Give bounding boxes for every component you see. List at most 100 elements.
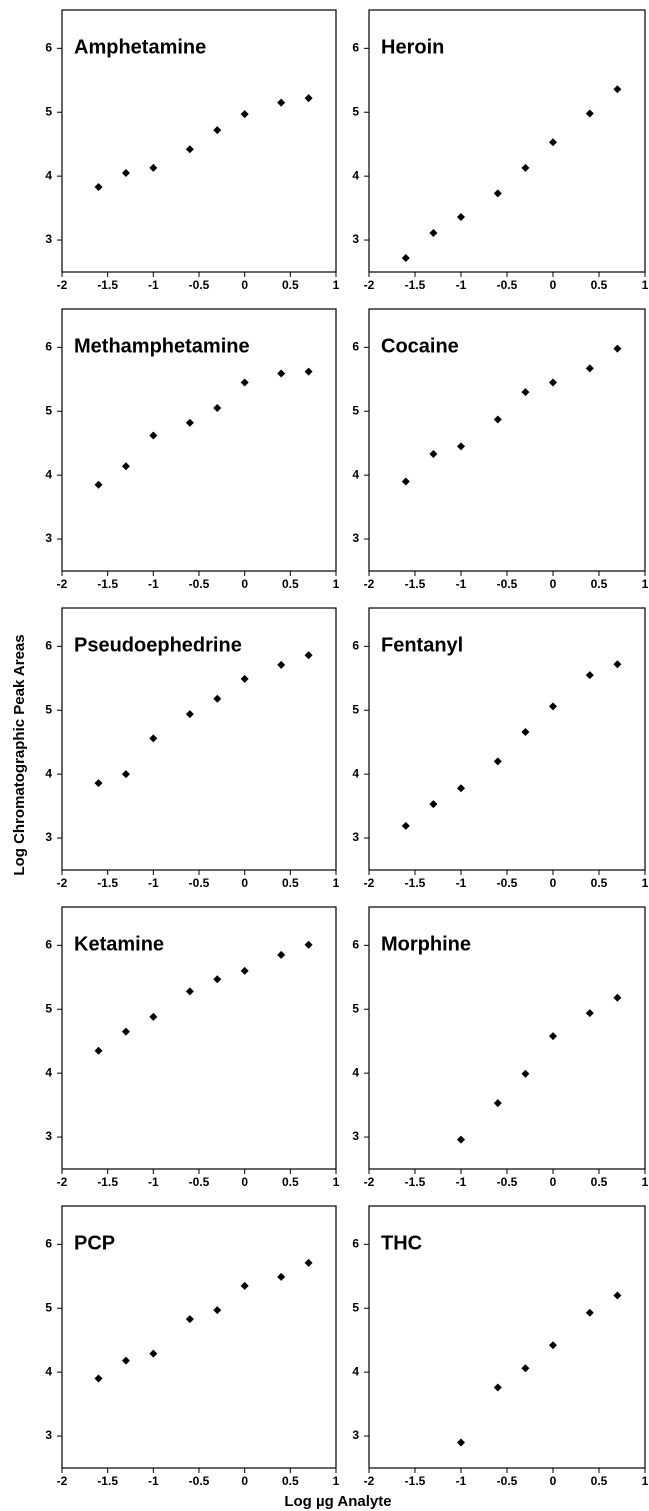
x-tick-label: 0.5: [591, 1175, 608, 1189]
data-point: [185, 418, 194, 427]
y-tick-label: 4: [352, 467, 359, 481]
panel-title: Cocaine: [381, 335, 459, 357]
y-tick-label: 5: [352, 104, 359, 118]
x-tick-label: -2: [57, 876, 68, 890]
data-point: [457, 442, 465, 451]
x-tick-label: -0.5: [189, 278, 210, 292]
data-point: [149, 163, 158, 172]
y-tick-label: 6: [352, 1237, 359, 1251]
x-tick-label: 1: [642, 876, 649, 890]
x-tick-label: -2: [57, 1175, 68, 1189]
data-point: [121, 1356, 130, 1365]
data-point: [521, 163, 530, 172]
data-point: [277, 950, 286, 959]
x-tick-label: -0.5: [497, 1474, 518, 1488]
x-tick-label: -0.5: [497, 1175, 518, 1189]
x-tick-label: -0.5: [189, 577, 210, 591]
data-point: [240, 1281, 249, 1290]
y-tick-label: 6: [45, 1237, 52, 1251]
panel-title: Fentanyl: [381, 634, 463, 656]
x-tick-label: -1.5: [405, 1474, 426, 1488]
panel-title: PCP: [74, 1232, 115, 1254]
x-tick-label: 0.5: [282, 1175, 299, 1189]
x-tick-label: 1: [333, 1474, 340, 1488]
x-tick-label: 1: [642, 1474, 649, 1488]
y-tick-label: 3: [45, 830, 52, 844]
x-tick-label: -1: [456, 876, 467, 890]
data-point: [277, 660, 286, 669]
data-point: [613, 660, 622, 669]
panel-title: Methamphetamine: [74, 335, 250, 357]
y-tick-label: 6: [45, 639, 52, 653]
data-point: [493, 189, 502, 198]
x-tick-label: -1.5: [405, 1175, 426, 1189]
data-point: [493, 757, 502, 766]
x-tick-label: 0.5: [591, 278, 608, 292]
x-tick-label: 0.5: [591, 577, 608, 591]
data-point: [185, 145, 194, 154]
x-tick-label: -1.5: [97, 876, 118, 890]
data-point: [185, 710, 194, 719]
y-tick-label: 3: [352, 1428, 359, 1442]
y-tick-label: 5: [352, 702, 359, 716]
x-tick-label: -1.5: [405, 577, 426, 591]
data-point: [429, 800, 438, 809]
y-tick-label: 3: [45, 1428, 52, 1442]
data-point: [213, 1306, 222, 1315]
x-tick-label: -0.5: [189, 876, 210, 890]
y-tick-label: 4: [45, 168, 52, 182]
x-tick-label: 0: [550, 876, 557, 890]
y-tick-label: 3: [45, 232, 52, 246]
y-tick-label: 3: [45, 1129, 52, 1143]
data-point: [213, 126, 222, 135]
y-tick-label: 6: [45, 340, 52, 354]
data-point: [585, 364, 594, 373]
x-tick-label: 0.5: [282, 876, 299, 890]
data-point: [401, 253, 410, 262]
panel-title: Morphine: [381, 933, 471, 955]
data-point: [149, 431, 158, 440]
data-point: [613, 85, 622, 94]
y-tick-label: 3: [352, 1129, 359, 1143]
x-tick-label: -1.5: [97, 1474, 118, 1488]
data-point: [304, 940, 313, 949]
x-tick-label: -2: [364, 278, 375, 292]
panel-title: Heroin: [381, 36, 444, 58]
y-tick-label: 4: [352, 168, 359, 182]
y-tick-label: 3: [352, 830, 359, 844]
panel-title: Ketamine: [74, 933, 164, 955]
x-tick-label: -1: [148, 876, 159, 890]
panel-title: Amphetamine: [74, 36, 206, 58]
data-point: [493, 1099, 502, 1108]
x-tick-label: 0: [550, 278, 557, 292]
data-point: [121, 770, 130, 779]
x-tick-label: 0: [241, 278, 248, 292]
data-point: [121, 168, 130, 177]
x-tick-label: -1: [456, 1474, 467, 1488]
y-tick-label: 6: [352, 639, 359, 653]
data-point: [549, 1341, 557, 1350]
data-point: [304, 367, 313, 376]
x-tick-label: 0.5: [591, 1474, 608, 1488]
data-point: [240, 674, 249, 683]
y-tick-label: 6: [45, 938, 52, 952]
x-tick-label: 0: [550, 577, 557, 591]
data-point: [457, 1438, 465, 1447]
data-point: [429, 450, 438, 459]
data-point: [240, 110, 249, 119]
panel-title: Pseudoephedrine: [74, 634, 242, 656]
y-tick-label: 5: [352, 403, 359, 417]
x-tick-label: -1: [148, 278, 159, 292]
x-tick-label: 1: [333, 577, 340, 591]
data-point: [521, 1069, 530, 1078]
data-point: [549, 378, 557, 387]
y-tick-label: 5: [45, 403, 52, 417]
data-point: [240, 378, 249, 387]
y-tick-label: 6: [352, 938, 359, 952]
y-tick-label: 5: [45, 1300, 52, 1314]
x-tick-label: 1: [642, 577, 649, 591]
y-tick-label: 4: [45, 1364, 52, 1378]
x-tick-label: 1: [333, 278, 340, 292]
data-point: [585, 1308, 594, 1317]
